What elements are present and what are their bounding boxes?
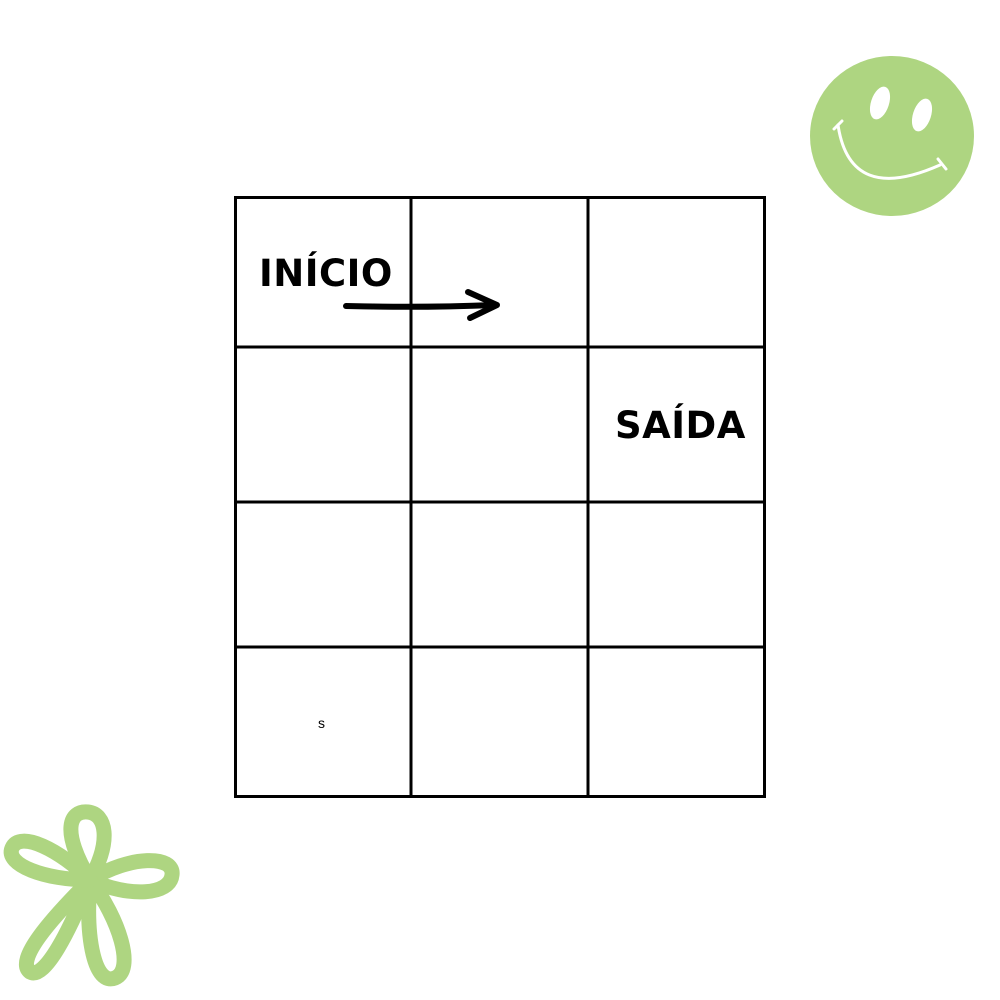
arrow-right-icon (343, 289, 500, 321)
start-label: INÍCIO (259, 252, 393, 295)
smiley-face-icon (810, 56, 974, 216)
flower-icon (3, 804, 180, 987)
exit-label: SAÍDA (615, 404, 746, 447)
small-letter-label: s (318, 715, 325, 731)
maze-grid (234, 196, 766, 798)
